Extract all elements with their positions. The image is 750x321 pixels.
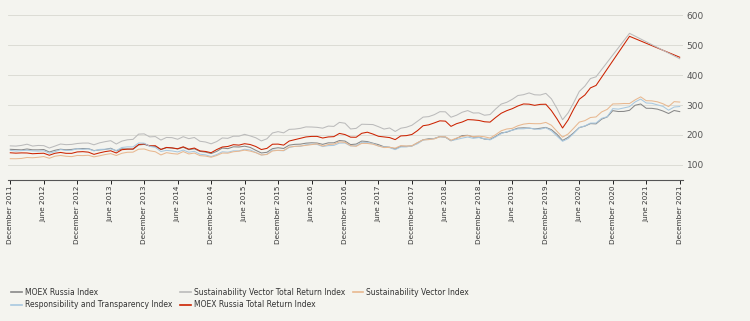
Legend: MOEX Russia Index, Responsibility and Transparency Index, Sustainability Vector : MOEX Russia Index, Responsibility and Tr… (11, 288, 470, 309)
